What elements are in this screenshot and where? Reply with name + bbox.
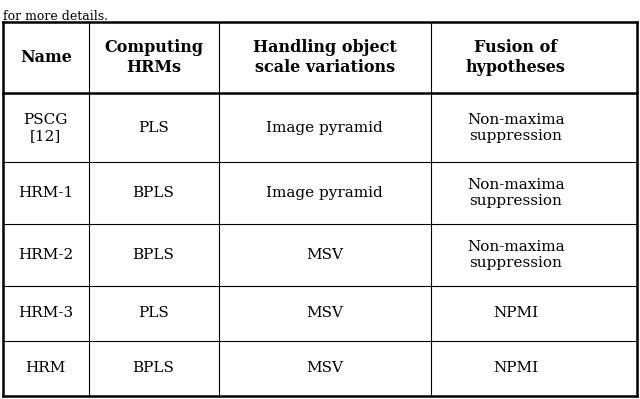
Text: PLS: PLS	[138, 306, 169, 320]
Text: Non-maxima
suppression: Non-maxima suppression	[467, 239, 564, 270]
Text: MSV: MSV	[307, 248, 343, 262]
Text: BPLS: BPLS	[132, 248, 175, 262]
Text: BPLS: BPLS	[132, 186, 175, 200]
Text: HRM: HRM	[26, 361, 66, 375]
Text: Fusion of
hypotheses: Fusion of hypotheses	[466, 40, 566, 76]
Text: PLS: PLS	[138, 120, 169, 134]
Text: HRM-2: HRM-2	[18, 248, 74, 262]
Text: Image pyramid: Image pyramid	[266, 120, 383, 134]
Text: Non-maxima
suppression: Non-maxima suppression	[467, 178, 564, 208]
Text: Computing
HRMs: Computing HRMs	[104, 40, 203, 76]
Text: MSV: MSV	[307, 306, 343, 320]
Text: Non-maxima
suppression: Non-maxima suppression	[467, 113, 564, 143]
Text: HRM-3: HRM-3	[18, 306, 74, 320]
Text: BPLS: BPLS	[132, 361, 175, 375]
Text: Name: Name	[20, 49, 72, 66]
Text: HRM-1: HRM-1	[18, 186, 74, 200]
Text: Image pyramid: Image pyramid	[266, 186, 383, 200]
Text: NPMI: NPMI	[493, 306, 538, 320]
Text: MSV: MSV	[307, 361, 343, 375]
Text: NPMI: NPMI	[493, 361, 538, 375]
Text: Handling object
scale variations: Handling object scale variations	[253, 40, 397, 76]
Text: for more details.: for more details.	[3, 10, 108, 23]
Text: PSCG
[12]: PSCG [12]	[24, 113, 68, 143]
